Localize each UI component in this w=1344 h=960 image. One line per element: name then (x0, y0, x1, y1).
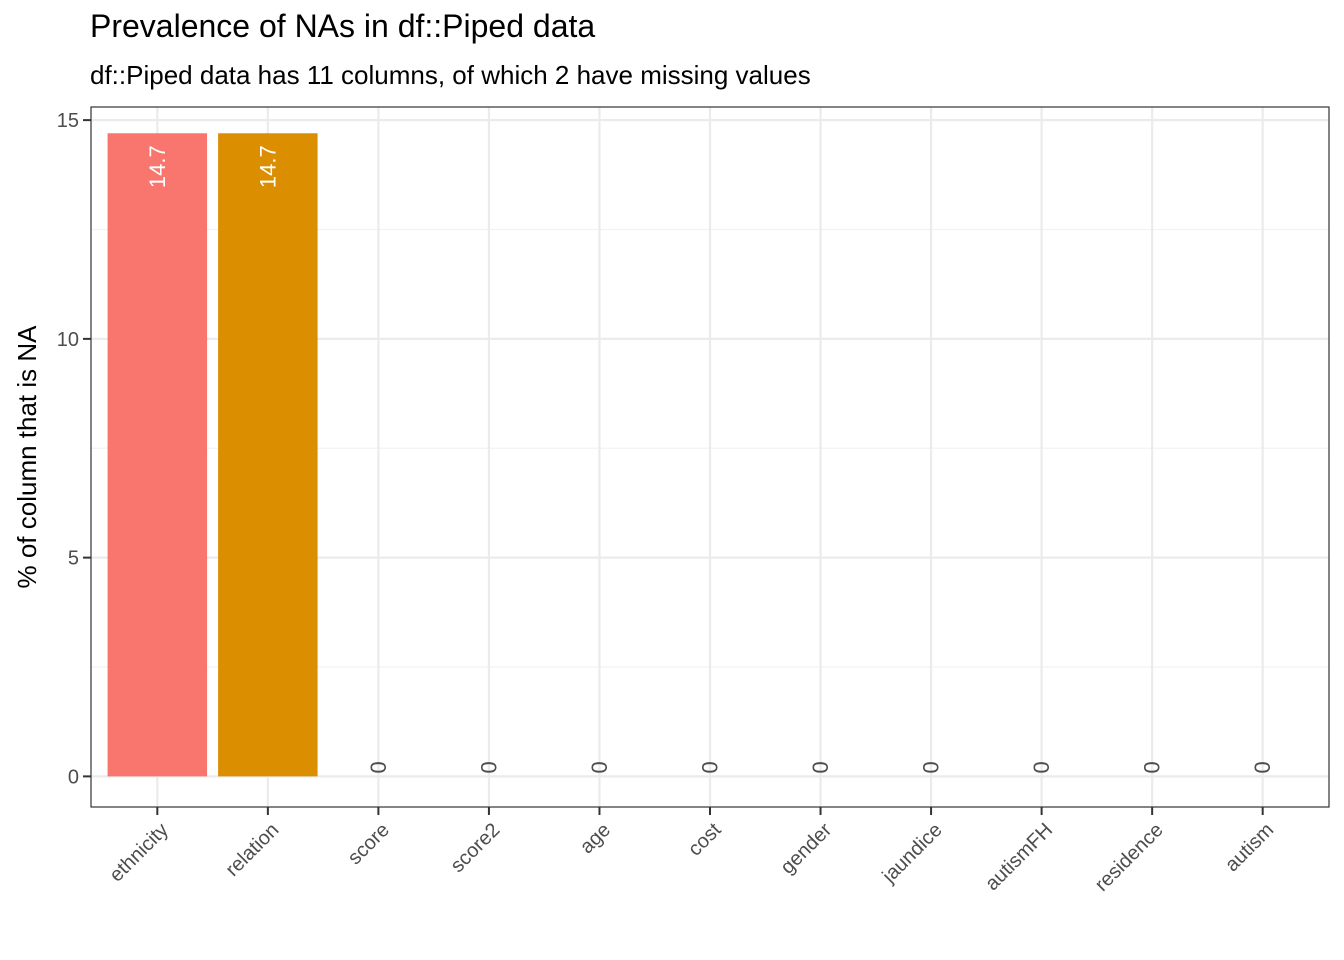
y-tick-label: 5 (68, 548, 79, 570)
y-axis-title: % of column that is NA (12, 325, 42, 589)
bar-value-label: 14.7 (145, 145, 170, 188)
chart-title: Prevalence of NAs in df::Piped data (90, 8, 596, 44)
x-tick-label: score (344, 819, 394, 869)
bar-value-label: 14.7 (255, 145, 280, 188)
y-tick-label: 0 (68, 766, 79, 788)
bar-value-label: 0 (587, 761, 612, 773)
x-tick-label: relation (221, 819, 283, 881)
bar-value-label: 0 (698, 761, 723, 773)
bar-value-label: 0 (476, 761, 501, 773)
bar-value-label: 0 (919, 761, 944, 773)
bar-value-label: 0 (1250, 761, 1275, 773)
bars (107, 133, 318, 777)
x-tick-label: gender (776, 819, 836, 879)
x-axis: ethnicity relation score score2 age cost gende… (105, 807, 1278, 896)
bar-labels: 14.7 14.7 0 0 0 0 0 0 0 0 0 (145, 145, 1275, 773)
bar (107, 133, 208, 777)
x-tick-label: age (576, 819, 615, 858)
y-axis: 0 5 10 15 (57, 110, 91, 788)
x-tick-label: ethnicity (105, 819, 172, 886)
bar-value-label: 0 (1140, 761, 1165, 773)
x-tick-label: residence (1091, 819, 1168, 896)
x-tick-label: jaundice (878, 819, 947, 888)
bar-value-label: 0 (808, 761, 833, 773)
x-tick-label: autismFH (981, 819, 1057, 895)
bar-value-label: 0 (366, 761, 391, 773)
y-tick-label: 15 (57, 110, 79, 132)
y-tick-label: 10 (57, 329, 79, 351)
bar-value-label: 0 (1029, 761, 1054, 773)
chart-subtitle: df::Piped data has 11 columns, of which … (90, 60, 811, 90)
x-tick-label: autism (1221, 819, 1278, 876)
bar (218, 133, 318, 777)
x-tick-label: score2 (446, 819, 504, 877)
x-tick-label: cost (684, 819, 726, 861)
